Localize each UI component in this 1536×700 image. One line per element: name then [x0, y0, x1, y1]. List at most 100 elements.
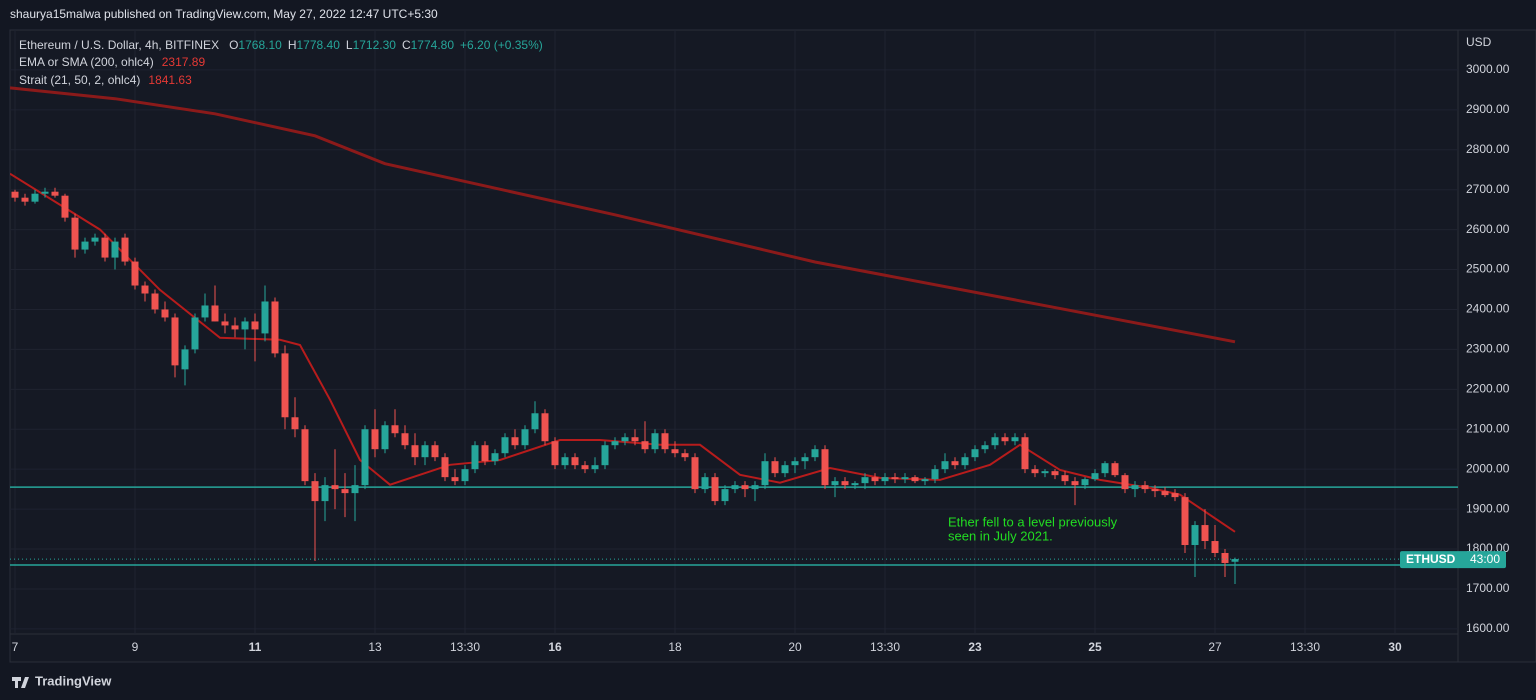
indicator-line [10, 86, 1236, 344]
chart-title: Ethereum / U.S. Dollar, 4h, BITFINEX [19, 38, 219, 52]
candle-body [841, 481, 849, 486]
x-tick-label: 13:30 [450, 640, 480, 654]
candle-body [871, 477, 879, 482]
candle-body [231, 325, 239, 330]
candle-body [201, 305, 209, 318]
candle-body [341, 489, 349, 494]
candle-body [31, 193, 39, 202]
ohlc-key: C [402, 38, 411, 52]
candle-body [131, 261, 139, 286]
candle-body [461, 469, 469, 482]
candle-body [741, 485, 749, 490]
candle-body [1191, 525, 1199, 546]
candle-body [821, 449, 829, 486]
candle-body [991, 437, 999, 446]
candle-body [221, 321, 229, 326]
candle-body [801, 457, 809, 462]
candle-body [251, 321, 259, 330]
y-tick-label: 1700.00 [1466, 581, 1510, 595]
candle-body [121, 237, 129, 262]
candle-body [141, 285, 149, 294]
candle-body [1021, 437, 1029, 470]
candle-body [651, 433, 659, 450]
legend-name: Strait (21, 50, 2, ohlc4) [19, 73, 140, 87]
y-tick-label: 1900.00 [1466, 501, 1510, 515]
candle-body [1231, 559, 1239, 562]
candle-body [911, 477, 919, 482]
candle-body [531, 413, 539, 430]
candle-body [1031, 469, 1039, 474]
candle-body [971, 449, 979, 458]
y-tick-label: 2400.00 [1466, 302, 1510, 316]
candle-body [71, 217, 79, 250]
candle-body [691, 457, 699, 490]
annotation: Ether fell to a level previously [948, 514, 1118, 529]
publisher: shaurya15malwa published on TradingView.… [10, 7, 438, 21]
y-tick-label: 2900.00 [1466, 102, 1510, 116]
candle-body [891, 477, 899, 480]
y-tick-label: 1600.00 [1466, 621, 1510, 635]
candle-body [191, 317, 199, 350]
candle-body [1151, 489, 1159, 492]
x-tick-label: 13:30 [1290, 640, 1320, 654]
candle-body [701, 477, 709, 490]
candle-body [811, 449, 819, 458]
candle-body [671, 449, 679, 454]
x-tick-label: 9 [132, 640, 139, 654]
candle-body [881, 477, 889, 482]
candle-body [11, 191, 19, 198]
candle-body [611, 441, 619, 446]
candle-body [581, 465, 589, 470]
candle-body [211, 305, 219, 322]
candle-body [421, 445, 429, 458]
price-tag-countdown: 43:00 [1470, 552, 1500, 566]
candle-body [21, 197, 29, 202]
candle-body [1001, 437, 1009, 442]
y-tick-label: 2000.00 [1466, 461, 1510, 475]
candle-body [761, 461, 769, 486]
y-tick-label: 2500.00 [1466, 262, 1510, 276]
candle-body [321, 485, 329, 502]
candle-body [931, 469, 939, 480]
ohlc-value: 1768.10 [238, 38, 282, 52]
price-tag [1400, 551, 1506, 569]
legend-entry: Strait (21, 50, 2, ohlc4) 1841.63 [19, 73, 192, 87]
ohlc-change: +6.20 (+0.35%) [460, 38, 543, 52]
candle-body [431, 445, 439, 458]
candle-body [81, 241, 89, 250]
price-tag-symbol: ETHUSD [1406, 552, 1456, 566]
y-tick-label: 2100.00 [1466, 421, 1510, 435]
x-tick-label: 25 [1088, 640, 1102, 654]
x-tick-label: 13 [368, 640, 382, 654]
candle-body [1171, 493, 1179, 498]
y-tick-label: 2800.00 [1466, 142, 1510, 156]
candle-body [361, 429, 369, 486]
x-tick-label: 23 [968, 640, 982, 654]
candle-body [91, 237, 99, 242]
candle-body [731, 485, 739, 490]
candle-body [941, 461, 949, 470]
candle-body [1071, 481, 1079, 486]
candle-body [441, 457, 449, 478]
candle-body [511, 437, 519, 446]
candle-body [1081, 479, 1089, 486]
candle-body [101, 237, 109, 258]
candle-body [181, 349, 189, 370]
candle-body [331, 485, 339, 490]
candle-body [601, 445, 609, 466]
x-tick-label: 18 [668, 640, 682, 654]
candle-body [551, 441, 559, 466]
candle-body [1131, 485, 1139, 490]
candle-body [161, 309, 169, 318]
legend-entry: EMA or SMA (200, ohlc4) 2317.89 [19, 55, 205, 69]
candle-body [41, 191, 49, 194]
candle-body [1101, 463, 1109, 474]
candle-body [481, 445, 489, 462]
candle-body [381, 425, 389, 450]
legend-title: Ethereum / U.S. Dollar, 4h, BITFINEX O176… [19, 38, 543, 52]
candle-body [451, 477, 459, 482]
ohlc-value: 1712.30 [353, 38, 397, 52]
candle-body [621, 437, 629, 442]
y-axis-label: USD [1466, 35, 1492, 49]
